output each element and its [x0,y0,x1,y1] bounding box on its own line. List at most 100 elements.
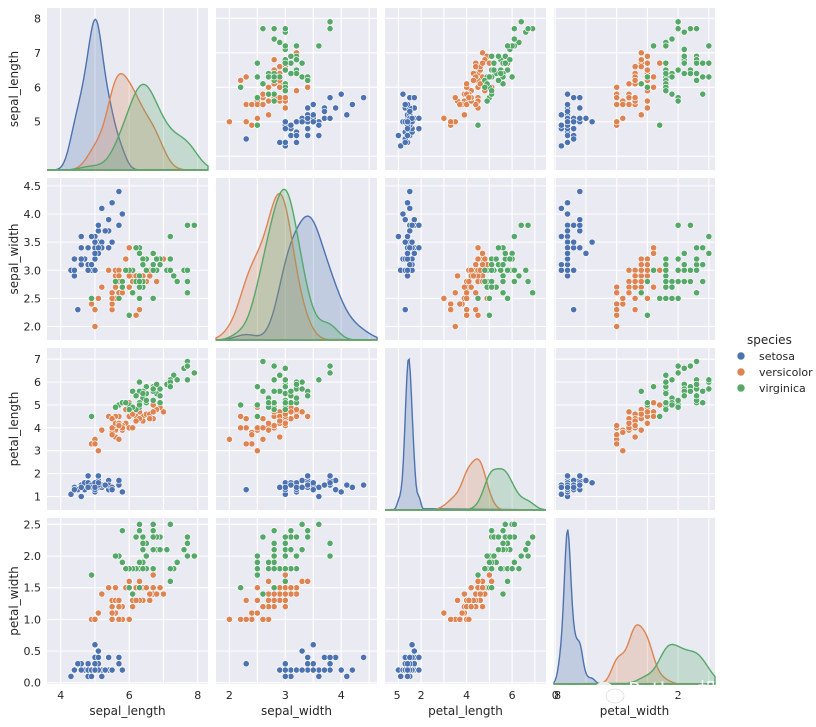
point-virginica [287,59,295,67]
point-versicolor [656,401,664,409]
point-setosa [570,94,578,102]
panel-background [385,348,546,510]
point-virginica [680,266,688,274]
point-virginica [656,413,664,420]
point-virginica [674,278,682,285]
legend-marker-setosa [736,351,746,361]
point-setosa [287,481,295,489]
point-versicolor [108,424,116,432]
point-versicolor [460,590,468,598]
point-setosa [406,244,414,252]
point-setosa [399,210,407,218]
point-virginica [253,571,261,579]
point-setosa [564,261,571,269]
point-versicolor [105,266,113,274]
panel-petal_width-vs-sepal_width [216,518,377,684]
point-setosa [108,486,116,494]
panel-sepal_width-vs-sepal_length [47,178,208,340]
point-virginica [293,552,300,560]
point-versicolor [470,272,477,280]
point-versicolor [253,447,261,455]
point-versicolor [265,615,272,623]
point-virginica [270,527,278,535]
point-versicolor [132,311,140,319]
y-tick-label: 2.5 [24,292,42,305]
point-setosa [94,221,102,229]
point-setosa [332,104,340,112]
point-versicolor [467,584,475,592]
x-tick-label: 2 [418,689,425,702]
point-virginica [166,255,174,263]
point-versicolor [115,422,123,429]
point-versicolor [447,300,455,308]
point-setosa [410,647,418,655]
point-virginica [149,565,157,573]
point-virginica [132,244,140,252]
point-versicolor [242,415,250,423]
point-virginica [163,546,171,554]
point-versicolor [248,615,256,623]
point-virginica [270,546,278,554]
point-virginica [637,387,645,395]
point-virginica [132,533,140,541]
point-versicolor [129,603,137,611]
point-virginica [259,590,267,598]
point-virginica [136,272,143,280]
point-setosa [281,660,289,668]
point-setosa [415,114,423,122]
point-versicolor [142,584,150,592]
point-virginica [281,87,289,95]
point-virginica [668,283,676,291]
point-virginica [149,261,157,269]
point-versicolor [149,584,157,592]
point-virginica [674,66,682,74]
point-virginica [674,221,682,229]
point-versicolor [650,399,657,407]
point-setosa [309,486,317,494]
point-versicolor [160,408,167,416]
point-setosa [582,114,590,122]
point-virginica [650,42,657,50]
point-virginica [668,376,676,384]
point-setosa [570,125,578,133]
point-setosa [105,653,113,661]
point-setosa [570,135,578,143]
kde-versicolor [215,192,378,341]
point-setosa [101,227,109,235]
point-virginica [662,378,670,386]
point-setosa [88,261,95,269]
point-virginica [674,403,682,411]
x-tick-label: 3 [282,689,289,702]
point-setosa [337,488,345,496]
y-tick-label: 0.5 [24,645,42,658]
point-virginica [253,73,261,81]
point-versicolor [619,294,627,302]
point-versicolor [479,584,486,592]
point-virginica [522,266,530,274]
point-virginica [125,311,133,319]
point-virginica [662,261,670,269]
point-versicolor [619,429,627,436]
point-versicolor [108,603,116,611]
point-virginica [680,364,688,372]
point-virginica [517,552,525,560]
point-versicolor [613,94,621,102]
point-virginica [674,266,682,274]
point-virginica [287,565,295,573]
point-versicolor [115,603,123,611]
point-versicolor [265,596,272,604]
point-versicolor [625,101,633,108]
point-virginica [118,558,126,566]
point-versicolor [248,121,256,129]
point-virginica [644,278,651,285]
point-versicolor [248,101,256,108]
point-virginica [315,520,323,528]
point-versicolor [253,114,261,122]
point-virginica [656,121,664,129]
point-virginica [270,35,278,43]
point-setosa [98,204,106,212]
point-virginica [499,590,507,598]
point-versicolor [637,410,645,418]
x-axis-label: sepal_length [89,704,165,718]
point-setosa [326,653,334,661]
